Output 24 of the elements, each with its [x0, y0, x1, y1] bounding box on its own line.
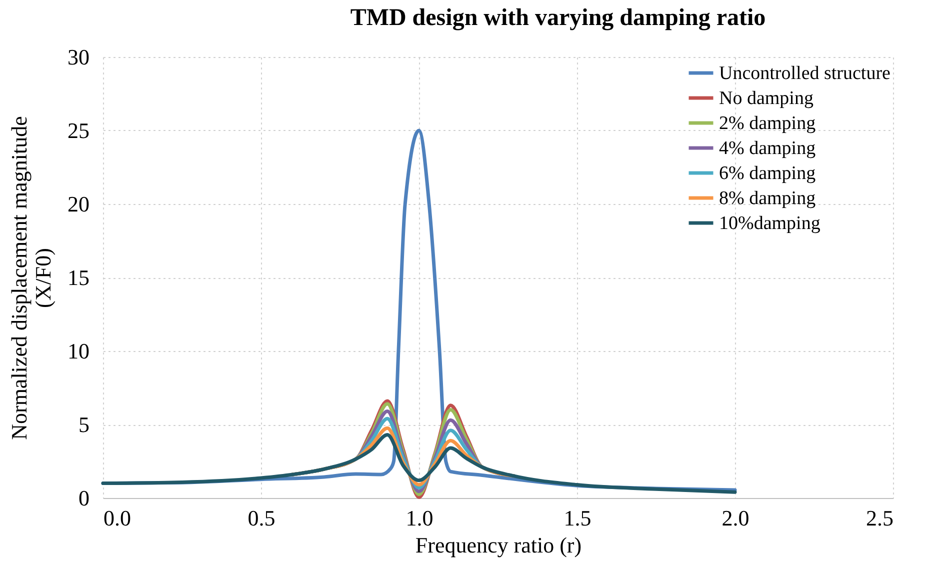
- x-tick-label: 2.0: [722, 506, 750, 530]
- legend-label: 6% damping: [719, 163, 816, 184]
- legend-label: 4% damping: [719, 138, 816, 159]
- legend-label: 8% damping: [719, 188, 816, 209]
- legend-label: Uncontrolled structure: [719, 63, 890, 84]
- x-tick-label: 0.0: [104, 506, 131, 530]
- y-tick-label: 25: [68, 118, 90, 143]
- y-tick-label: 15: [68, 265, 90, 290]
- chart-title: TMD design with varying damping ratio: [350, 5, 766, 31]
- x-axis-title: Frequency ratio (r): [415, 532, 582, 558]
- y-tick-label: 30: [68, 44, 90, 70]
- y-axis-title: Normalized displacement magnitude (X/F0): [6, 116, 56, 440]
- x-tick-label: 1.5: [564, 506, 592, 530]
- x-tick-label: 1.0: [406, 506, 434, 530]
- x-tick-label: 2.5: [866, 506, 894, 530]
- legend-label: 10%damping: [719, 213, 821, 234]
- y-tick-label: 20: [68, 192, 90, 216]
- y-tick-label: 10: [68, 338, 90, 364]
- y-tick-label: 0: [78, 486, 90, 510]
- legend-label: 2% damping: [719, 113, 816, 134]
- x-tick-label: 0.5: [248, 506, 276, 530]
- line-series: [101, 433, 737, 494]
- y-tick-label: 5: [78, 412, 90, 437]
- legend-label: No damping: [719, 88, 814, 109]
